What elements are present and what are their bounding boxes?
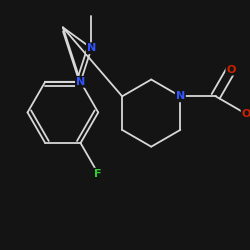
Text: N: N bbox=[87, 43, 96, 53]
Text: N: N bbox=[176, 91, 185, 101]
Text: O: O bbox=[242, 109, 250, 119]
Text: N: N bbox=[76, 77, 85, 87]
Text: O: O bbox=[226, 65, 236, 75]
Text: F: F bbox=[94, 169, 102, 179]
